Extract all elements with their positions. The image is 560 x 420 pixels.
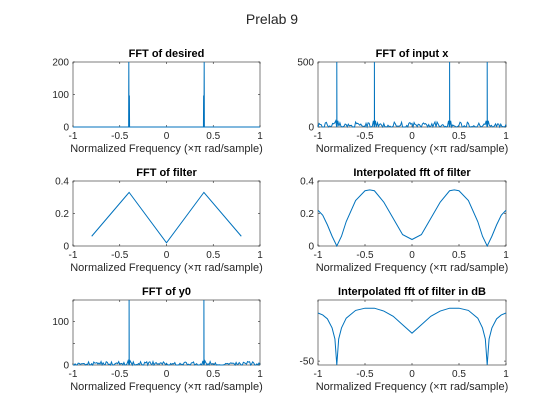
subplot-grid: FFT of desired Normalized Frequency (×π r… (52, 48, 509, 393)
y-tick-label: 0.4 (300, 177, 314, 188)
subplot-title: FFT of input x (376, 48, 450, 60)
x-tick-label: 1 (257, 131, 263, 142)
subplot-title: FFT of desired (129, 48, 205, 60)
y-tick-label: 0.2 (55, 209, 69, 220)
subplot-p6: Interpolated fft of filter in dB Normaliz… (300, 286, 510, 393)
y-tick-label: 0.2 (300, 209, 314, 220)
subplot-p2: FFT of input x Normalized Frequency (×π r… (297, 48, 509, 155)
series-line (73, 61, 260, 128)
subplot-title: FFT of filter (136, 167, 197, 179)
subplot-title: Interpolated fft of filter (353, 167, 471, 179)
x-tick-label: -0.5 (356, 369, 374, 380)
subplot-title: Interpolated fft of filter in dB (338, 286, 486, 298)
plot-area (72, 180, 261, 247)
x-tick-label: -1 (69, 250, 78, 261)
series-line (317, 189, 507, 248)
x-tick-label: 0 (164, 250, 170, 261)
x-tick-label: 1 (503, 369, 509, 380)
subplot-p5: FFT of y0 Normalized Frequency (×π rad/sa… (52, 286, 263, 393)
x-tick-label: 1 (503, 131, 509, 142)
subplot-p1: FFT of desired Normalized Frequency (×π r… (52, 48, 263, 155)
figure-title: Prelab 9 (246, 11, 298, 27)
plot-area (72, 299, 261, 366)
x-tick-label: 1 (503, 250, 509, 261)
y-tick-label: 0.4 (55, 177, 69, 188)
y-tick-label: 0 (63, 242, 69, 253)
y-tick-label: 200 (52, 58, 69, 69)
x-axis-label: Normalized Frequency (×π rad/sample) (70, 262, 263, 274)
y-tick-label: 0 (63, 361, 69, 372)
series-line (317, 307, 507, 366)
subplot-p4: Interpolated fft of filter Normalized Fre… (300, 167, 509, 274)
x-axis-label: Normalized Frequency (×π rad/sample) (70, 143, 263, 155)
x-axis-label: Normalized Frequency (×π rad/sample) (316, 381, 509, 393)
x-tick-label: 0.5 (452, 131, 466, 142)
x-tick-label: 0.5 (206, 250, 220, 261)
x-tick-label: 1 (257, 369, 263, 380)
x-tick-label: -1 (314, 250, 323, 261)
subplot-title: FFT of y0 (142, 286, 191, 298)
series-line (72, 299, 261, 367)
x-tick-label: 0.5 (206, 369, 220, 380)
x-tick-label: 0 (409, 369, 415, 380)
plot-area (72, 61, 261, 128)
x-tick-label: 0 (164, 369, 170, 380)
series-line (91, 191, 242, 244)
x-axis-label: Normalized Frequency (×π rad/sample) (316, 262, 509, 274)
x-tick-label: -1 (69, 369, 78, 380)
x-tick-label: -1 (314, 369, 323, 380)
y-tick-label: 0 (63, 123, 69, 134)
x-tick-label: -0.5 (111, 250, 129, 261)
x-tick-label: 0.5 (452, 250, 466, 261)
y-tick-label: 100 (52, 317, 69, 328)
subplot-p3: FFT of filter Normalized Frequency (×π ra… (55, 167, 263, 274)
x-tick-label: -0.5 (356, 250, 374, 261)
y-tick-label: 0 (308, 242, 314, 253)
x-tick-label: -0.5 (111, 131, 129, 142)
x-tick-label: 0.5 (206, 131, 220, 142)
x-tick-label: -1 (69, 131, 78, 142)
x-tick-label: 0.5 (452, 369, 466, 380)
x-tick-label: -0.5 (111, 369, 129, 380)
y-tick-label: 100 (52, 90, 69, 101)
x-axis-label: Normalized Frequency (×π rad/sample) (70, 381, 263, 393)
x-tick-label: 0 (409, 250, 415, 261)
plot-area (317, 180, 507, 247)
y-tick-label: 500 (297, 58, 314, 69)
y-tick-label: 0 (308, 123, 314, 134)
x-tick-label: -0.5 (356, 131, 374, 142)
series-line (317, 61, 507, 129)
plot-area (317, 61, 507, 128)
x-tick-label: 0 (409, 131, 415, 142)
x-tick-label: 1 (257, 250, 263, 261)
y-tick-label: -50 (300, 357, 315, 368)
x-tick-label: -1 (314, 131, 323, 142)
x-tick-label: 0 (164, 131, 170, 142)
x-axis-label: Normalized Frequency (×π rad/sample) (316, 143, 509, 155)
